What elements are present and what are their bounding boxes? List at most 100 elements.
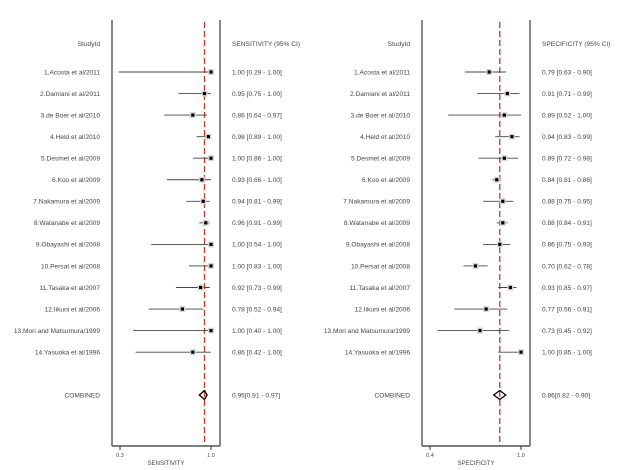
point-estimate-marker (206, 135, 210, 139)
study-ci-text: 0.98 [0.89 - 1.00] (232, 134, 282, 141)
studyid-header: StudyId (388, 41, 411, 48)
study-ci-text: 0.88 [0.84 - 0.91] (542, 220, 592, 227)
point-estimate-marker (502, 113, 506, 117)
point-estimate-marker (200, 178, 204, 182)
point-estimate-marker (209, 70, 213, 74)
x-tick-label: 1.0 (517, 453, 525, 459)
study-ci-text: 0.93 [0.66 - 1.00] (232, 177, 282, 184)
study-label: 13.Mori and Matsumura/1999 (14, 328, 100, 335)
study-label: 14.Yasuoka et al/1996 (345, 349, 410, 356)
study-ci-text: 1.00 [0.40 - 1.00] (232, 328, 282, 335)
study-ci-text: 0.91 [0.71 - 0.99] (542, 91, 592, 98)
point-estimate-marker (180, 307, 184, 311)
x-axis-title: SPECIFICITY (457, 461, 494, 467)
point-estimate-marker (473, 264, 478, 268)
study-ci-text: 0.86 [0.75 - 0.93] (542, 242, 592, 249)
point-estimate-marker (209, 264, 213, 268)
x-tick-label: 0.3 (116, 453, 124, 459)
combined-estimate-diamond (492, 389, 507, 401)
combined-ci-text: 0.86[0.82 - 0.90] (542, 392, 590, 399)
study-label: 9.Obayashi et al/2008 (36, 242, 100, 249)
study-label: 2.Damiani et al/2011 (350, 91, 410, 98)
point-estimate-marker (505, 91, 509, 96)
combined-label: COMBINED (374, 392, 410, 399)
study-label: 6.Koo et al/2009 (52, 177, 100, 184)
study-label: 10.Persat et al/2008 (41, 263, 100, 270)
study-label: 6.Koo et al/2009 (362, 177, 410, 184)
study-label: 3.de Boer et al/2010 (41, 112, 101, 119)
point-estimate-marker (209, 329, 213, 333)
point-estimate-marker (508, 285, 512, 290)
ci-column-header: SENSITIVITY (95% CI) (232, 41, 300, 48)
study-ci-text: 0.93 [0.85 - 0.97] (542, 285, 592, 292)
point-estimate-marker (510, 135, 514, 139)
point-estimate-marker (519, 350, 523, 354)
study-ci-text: 1.00 [0.54 - 1.00] (232, 242, 282, 249)
point-estimate-marker (204, 221, 208, 225)
point-estimate-marker (202, 91, 207, 96)
study-ci-text: 0.96 [0.91 - 0.99] (232, 220, 282, 227)
study-label: 11.Tasaka et al/2007 (350, 285, 411, 292)
study-ci-text: 1.00 [0.86 - 1.00] (232, 156, 282, 163)
point-estimate-marker (191, 113, 195, 117)
study-ci-text: 0.89 [0.52 - 1.00] (542, 112, 592, 119)
study-label: 7.Nakamura et al/2009 (343, 199, 410, 206)
study-ci-text: 1.00 [0.85 - 1.00] (542, 349, 592, 356)
study-label: 5.Desmet et al/2009 (41, 156, 100, 163)
point-estimate-marker (478, 329, 482, 333)
study-ci-text: 0.92 [0.73 - 0.99] (232, 285, 282, 292)
study-label: 8.Watanabe et al/2009 (344, 220, 410, 227)
study-ci-text: 0.95 [0.75 - 1.00] (232, 91, 282, 98)
point-estimate-marker (501, 199, 505, 203)
study-label: 9.Obayashi et al/2008 (346, 242, 410, 249)
studyid-header: StudyId (78, 41, 101, 48)
point-estimate-marker (209, 156, 213, 160)
study-label: 4.Held et al/2010 (360, 134, 410, 141)
study-ci-text: 0.86 [0.64 - 0.97] (232, 112, 282, 119)
study-label: 2.Damiani et al/2011 (40, 91, 100, 98)
study-ci-text: 0.73 [0.45 - 0.92] (542, 328, 592, 335)
study-ci-text: 0.84 [0.81 - 0.86] (542, 177, 592, 184)
study-ci-text: 0.78 [0.52 - 0.94] (232, 306, 282, 313)
study-ci-text: 0.94 [0.81 - 0.99] (232, 199, 282, 206)
study-label: 5.Desmet et al/2009 (351, 156, 410, 163)
study-label: 10.Persat et al/2008 (351, 263, 410, 270)
study-ci-text: 0.88 [0.75 - 0.95] (542, 199, 592, 206)
study-label: 1.Acosta et al/2011 (44, 69, 100, 76)
point-estimate-marker (209, 242, 213, 246)
study-label: 12.Iikuni et al/2006 (45, 306, 101, 313)
study-ci-text: 0.94 [0.83 - 0.99] (542, 134, 592, 141)
study-ci-text: 0.77 [0.56 - 0.91] (542, 306, 592, 313)
point-estimate-marker (191, 350, 195, 354)
x-tick-label: 1.0 (207, 453, 215, 459)
study-ci-text: 1.00 [0.29 - 1.00] (232, 69, 282, 76)
x-tick-label: 0.4 (426, 453, 434, 459)
point-estimate-marker (498, 242, 502, 246)
combined-ci-text: 0.95[0.91 - 0.97] (232, 392, 280, 399)
study-ci-text: 1.00 [0.83 - 1.00] (232, 263, 282, 270)
point-estimate-marker (501, 221, 505, 225)
point-estimate-marker (487, 70, 491, 74)
study-ci-text: 0.86 [0.42 - 1.00] (232, 349, 282, 356)
study-label: 8.Watanabe et al/2009 (34, 220, 100, 227)
point-estimate-marker (201, 199, 205, 203)
study-ci-text: 0.89 [0.72 - 0.98] (542, 156, 592, 163)
study-label: 3.de Boer et al/2010 (351, 112, 411, 119)
study-label: 1.Acosta et al/2011 (354, 69, 410, 76)
combined-estimate-diamond (198, 389, 208, 401)
ci-column-header: SPECIFICITY (95% CI) (542, 41, 610, 48)
combined-label: COMBINED (64, 392, 100, 399)
study-ci-text: 0.79 [0.63 - 0.90] (542, 69, 592, 76)
point-estimate-marker (502, 156, 506, 160)
study-label: 12.Iikuni et al/2006 (355, 306, 411, 313)
study-ci-text: 0.70 [0.62 - 0.78] (542, 263, 592, 270)
study-label: 7.Nakamura et al/2009 (33, 199, 100, 206)
study-label: 11.Tasaka et al/2007 (40, 285, 101, 292)
point-estimate-marker (199, 285, 203, 290)
study-label: 4.Held et al/2010 (50, 134, 100, 141)
study-label: 14.Yasuoka et al/1996 (35, 349, 100, 356)
point-estimate-marker (495, 178, 499, 182)
point-estimate-marker (484, 307, 488, 311)
study-label: 13.Mori and Matsumura/1999 (324, 328, 410, 335)
